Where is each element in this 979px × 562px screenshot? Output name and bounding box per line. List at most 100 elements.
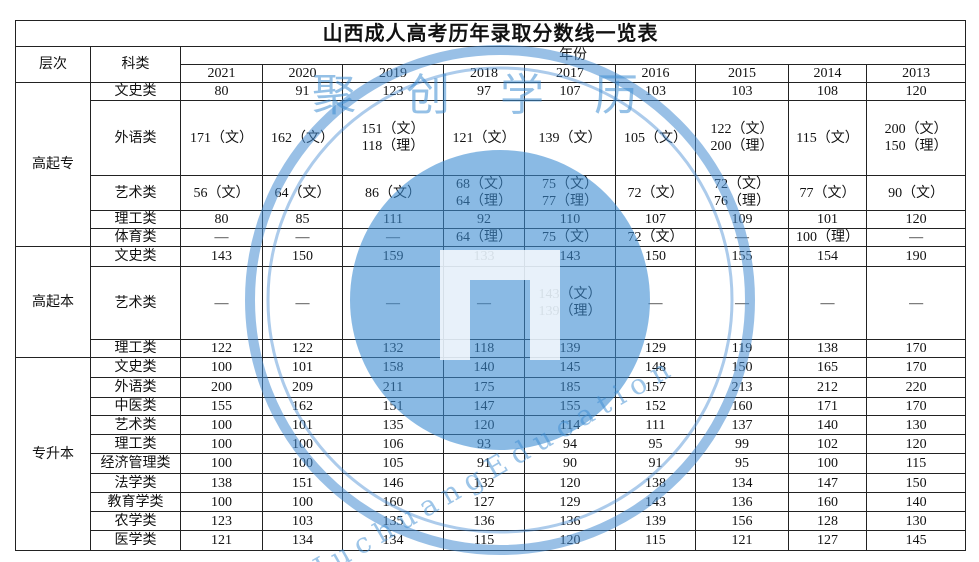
score-cell: 120 bbox=[865, 210, 967, 229]
score-cell: 68（文） 64（理） bbox=[443, 175, 525, 211]
score-cell: 143（文） 139（理） bbox=[524, 266, 616, 340]
score-cell: 64（理） bbox=[443, 228, 525, 247]
table-row: 理工类 100 100 106 93 94 95 99 102 120 bbox=[16, 434, 967, 454]
score-cell: 118 bbox=[443, 339, 525, 358]
table-row: 高起专 文史类 80 91 123 97 107 103 103 108 120 bbox=[15, 82, 967, 247]
score-cell: 150 bbox=[262, 246, 343, 267]
score-cell: 77（文） bbox=[788, 175, 867, 211]
score-cell: — bbox=[615, 266, 696, 340]
header-cell: 科类 bbox=[90, 46, 181, 83]
score-cell: 139 bbox=[615, 511, 696, 531]
score-cell: 154 bbox=[788, 246, 867, 267]
score-cell: 109 bbox=[695, 210, 789, 229]
score-cell: 91 bbox=[615, 453, 696, 474]
score-cell: 130 bbox=[865, 415, 967, 435]
score-cell: 140 bbox=[443, 357, 525, 378]
score-cell: 122 bbox=[180, 339, 263, 358]
score-cell: 165 bbox=[788, 357, 867, 378]
year-header: 2013 bbox=[865, 64, 967, 83]
score-cell: 100 bbox=[180, 492, 263, 512]
score-cell: 103 bbox=[695, 82, 789, 101]
score-cell: 103 bbox=[262, 511, 343, 531]
score-cell: — bbox=[865, 266, 967, 340]
subject-cell: 外语类 bbox=[90, 377, 181, 398]
score-cell: 200 bbox=[180, 377, 263, 398]
score-cell: 158 bbox=[342, 357, 444, 378]
subject-cell: 中医类 bbox=[90, 397, 181, 416]
score-cell: 103 bbox=[615, 82, 696, 101]
score-table: 山西成人高考历年录取分数线一览表 层次 科类 年份 2021 2020 2019 2018 20… bbox=[14, 20, 967, 551]
score-cell: — bbox=[788, 266, 867, 340]
subject-cell: 文史类 bbox=[90, 82, 181, 101]
score-cell: 209 bbox=[262, 377, 343, 398]
score-cell: 72（文） bbox=[615, 228, 696, 247]
score-cell: 107 bbox=[524, 82, 616, 101]
score-cell: 151 bbox=[342, 397, 444, 416]
score-cell: 120 bbox=[524, 530, 616, 551]
year-header: 2021 bbox=[180, 64, 263, 83]
subject-cell: 文史类 bbox=[90, 246, 181, 267]
score-cell: 136 bbox=[524, 511, 616, 531]
score-cell: 100（理） bbox=[788, 228, 867, 247]
year-header: 2016 bbox=[615, 64, 696, 83]
score-cell: 97 bbox=[443, 82, 525, 101]
year-header: 2015 bbox=[695, 64, 789, 83]
score-cell: — bbox=[443, 266, 525, 340]
score-cell: 190 bbox=[865, 246, 967, 267]
score-cell: 101 bbox=[262, 415, 343, 435]
score-cell: 64（文） bbox=[262, 175, 343, 211]
table-row: 外语类 171（文） 162（文） 151（文） 118（理） 121（文） 139（文）… bbox=[16, 100, 967, 176]
score-cell: 75（文） 77（理） bbox=[524, 175, 616, 211]
table-row: 山西成人高考历年录取分数线一览表 bbox=[14, 20, 967, 47]
table-row: 中医类 155 162 151 147 155 152 160 171 170 bbox=[16, 397, 967, 416]
score-cell: 105（文） bbox=[615, 100, 696, 176]
score-cell: 121（文） bbox=[443, 100, 525, 176]
score-cell: 160 bbox=[695, 397, 789, 416]
score-cell: 120 bbox=[443, 415, 525, 435]
score-cell: 102 bbox=[788, 434, 867, 454]
score-cell: 145 bbox=[865, 530, 967, 551]
score-cell: 130 bbox=[865, 511, 967, 531]
score-cell: — bbox=[695, 266, 789, 340]
table-row: 法学类 138 151 146 132 120 138 134 147 150 bbox=[16, 473, 967, 493]
score-cell: 162 bbox=[262, 397, 343, 416]
subject-cell: 体育类 bbox=[90, 228, 181, 247]
table-row: 体育类 — — —64（理） 75（文） 72（文） —100（理） — bbox=[16, 228, 967, 247]
score-cell: 90 bbox=[524, 453, 616, 474]
score-cell: 86（文） bbox=[342, 175, 444, 211]
score-cell: 80 bbox=[180, 210, 263, 229]
subject-cell: 教育学类 bbox=[90, 492, 181, 512]
score-cell: 138 bbox=[180, 473, 263, 493]
score-cell: 120 bbox=[865, 434, 967, 454]
table-title: 山西成人高考历年录取分数线一览表 bbox=[14, 20, 967, 47]
score-cell: 99 bbox=[695, 434, 789, 454]
score-cell: 171（文） bbox=[180, 100, 263, 176]
table-row: 艺术类 100 101 135 120 114 111 137 140 130 bbox=[16, 415, 967, 435]
subject-cell: 文史类 bbox=[90, 357, 181, 378]
table-row: 专升本 文史类 100 101 158 140 145 148 150 165 170 bbox=[15, 357, 967, 551]
score-cell: 101 bbox=[262, 357, 343, 378]
score-cell: 108 bbox=[788, 82, 867, 101]
year-header: 2017 bbox=[524, 64, 616, 83]
score-cell: 212 bbox=[788, 377, 867, 398]
subject-cell: 理工类 bbox=[90, 339, 181, 358]
score-cell: 106 bbox=[342, 434, 444, 454]
score-cell: 155 bbox=[695, 246, 789, 267]
score-cell: 135 bbox=[342, 511, 444, 531]
year-header: 2014 bbox=[788, 64, 867, 83]
score-cell: 143 bbox=[615, 492, 696, 512]
table-row: 理工类 122 122 132 118 139 129 119 138 170 bbox=[16, 339, 967, 358]
score-cell: 136 bbox=[695, 492, 789, 512]
score-cell: 91 bbox=[443, 453, 525, 474]
score-cell: 101 bbox=[788, 210, 867, 229]
score-cell: 110 bbox=[524, 210, 616, 229]
table-body: 山西成人高考历年录取分数线一览表 层次 科类 年份 2021 2020 2019 2018 20… bbox=[14, 20, 967, 551]
subject-cell: 艺术类 bbox=[90, 415, 181, 435]
score-cell: 121 bbox=[180, 530, 263, 551]
score-cell: 100 bbox=[180, 357, 263, 378]
score-cell: 115 bbox=[443, 530, 525, 551]
score-cell: 134 bbox=[342, 530, 444, 551]
score-cell: 134 bbox=[262, 530, 343, 551]
score-cell: 100 bbox=[262, 453, 343, 474]
score-cell: — bbox=[865, 228, 967, 247]
